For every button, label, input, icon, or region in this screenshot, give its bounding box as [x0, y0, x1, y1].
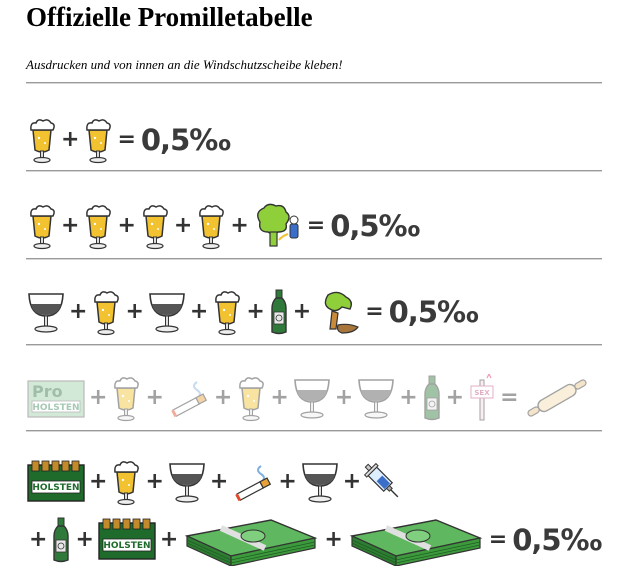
plus-sign: + [399, 385, 418, 410]
rolling-pin-icon [526, 379, 587, 417]
plus-sign: + [159, 527, 179, 552]
plus-sign: + [89, 469, 108, 494]
cigarette-icon [235, 465, 272, 502]
beer-glass-icon [114, 461, 140, 506]
plus-sign: + [230, 213, 249, 238]
wine-bottle-icon [53, 517, 70, 563]
wine-bottle-icon [423, 375, 440, 421]
plus-sign: + [189, 299, 209, 324]
promille-row-5-line-1: HOLSTEN + + + + + [26, 452, 402, 512]
crate-pro-label: Pro [32, 382, 63, 401]
promille-row-2: + + + + = 0,5‰ [26, 196, 420, 256]
divider [26, 258, 602, 260]
wine-bottle-icon [271, 289, 287, 335]
result-value: 0,5‰ [330, 208, 420, 243]
equals-sign: = [500, 385, 519, 410]
vomiting-figure-icon [324, 291, 360, 334]
promille-row-1: + = 0,5‰ [26, 110, 231, 170]
plus-sign: + [324, 527, 343, 552]
crate-label: HOLSTEN [103, 541, 150, 551]
plus-sign: + [75, 527, 94, 552]
beer-glass-icon [142, 205, 168, 250]
plus-sign: + [61, 127, 80, 152]
sex-sign-icon: SEX [470, 374, 494, 421]
plus-sign: + [29, 527, 48, 552]
page-title: Offizielle Promilletabelle [26, 2, 313, 32]
plus-sign: + [334, 385, 354, 410]
plus-sign: + [61, 213, 80, 238]
wine-glass-icon [28, 293, 64, 333]
beer-glass-icon [199, 205, 225, 250]
beer-glass-icon [94, 291, 120, 336]
result-value: 0,5‰ [512, 522, 602, 557]
equals-sign: = [488, 527, 508, 552]
holsten-crate-icon: HOLSTEN [98, 518, 156, 560]
divider [26, 170, 602, 172]
plus-sign: + [117, 213, 136, 238]
beer-glass-icon [239, 377, 265, 422]
plus-sign: + [278, 469, 297, 494]
plus-sign: + [292, 299, 312, 324]
beer-glass-icon [86, 119, 112, 164]
result-value: 0,5‰ [140, 122, 231, 157]
beer-glass-icon [114, 377, 140, 422]
sign-label: SEX [474, 389, 490, 397]
result-value: 0,5‰ [388, 294, 479, 329]
promille-row-3: + + + + + = 0,5‰ [26, 282, 479, 342]
divider [26, 82, 602, 84]
plus-sign: + [69, 299, 88, 324]
page-subtitle: Ausdrucken und von innen an die Windschu… [26, 57, 343, 72]
beer-glass-icon [30, 205, 55, 250]
plus-sign: + [246, 299, 265, 324]
wine-glass-icon [358, 379, 395, 419]
divider [26, 344, 602, 346]
beer-glass-icon [86, 205, 112, 250]
wine-glass-icon [149, 293, 185, 333]
equals-sign: = [365, 299, 384, 324]
plus-sign: + [125, 299, 144, 324]
plus-sign: + [145, 385, 164, 410]
crate-label: HOLSTEN [32, 403, 79, 413]
equals-sign: = [306, 213, 326, 238]
promille-row-5-line-2: + + HOLSTEN + + = 0,5‰ [26, 510, 602, 570]
plus-sign: + [209, 469, 229, 494]
beer-glass-icon [215, 291, 241, 336]
plus-sign: + [270, 385, 289, 410]
beer-glass-icon [30, 119, 55, 164]
holsten-crate-pro-icon: Pro HOLSTEN [27, 380, 85, 418]
peeing-tree-icon [256, 203, 299, 247]
holsten-crate-icon: HOLSTEN [27, 460, 85, 502]
plus-sign: + [145, 469, 164, 494]
crate-label: HOLSTEN [32, 483, 79, 493]
wine-glass-icon [169, 463, 205, 503]
plus-sign: + [445, 385, 465, 410]
syringe-icon [364, 462, 399, 498]
plus-sign: + [342, 469, 362, 494]
plus-sign: + [173, 213, 193, 238]
equals-sign: = [117, 127, 136, 152]
plus-sign: + [89, 385, 108, 410]
money-stack-icon [349, 519, 483, 566]
divider [26, 430, 602, 432]
money-stack-icon [185, 519, 318, 566]
plus-sign: + [213, 385, 233, 410]
promille-row-4: Pro HOLSTEN + + + + + + + SEX = [26, 368, 592, 428]
wine-glass-icon [293, 379, 330, 419]
cigarette-icon [171, 381, 207, 418]
wine-glass-icon [301, 463, 338, 503]
